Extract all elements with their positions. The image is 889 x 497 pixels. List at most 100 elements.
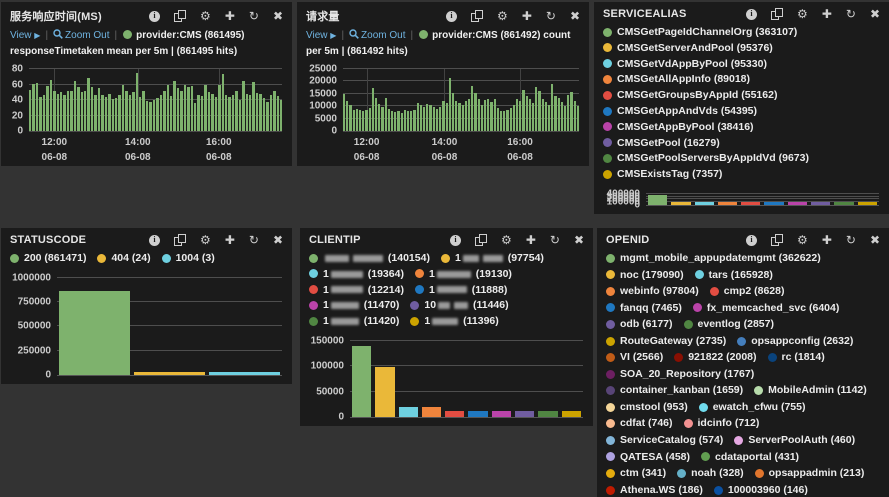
info-icon[interactable]: i: [746, 234, 758, 246]
legend-item[interactable]: CMSGetAppByPool (38416): [603, 120, 754, 134]
refresh-icon[interactable]: ↻: [549, 233, 560, 247]
legend-item[interactable]: 1004 (3): [161, 251, 215, 265]
legend-item[interactable]: CMSGetPageIdChannelOrg (363107): [603, 25, 797, 39]
gear-icon[interactable]: ⚙: [501, 233, 512, 247]
bar: [387, 109, 391, 131]
legend-item[interactable]: odb (6177): [606, 317, 673, 332]
legend-item[interactable]: 1 (12214): [309, 283, 404, 297]
legend-item[interactable]: CMSGetAllAppInfo (89018): [603, 72, 750, 86]
refresh-icon[interactable]: ↻: [248, 9, 259, 23]
close-icon[interactable]: ✖: [869, 7, 880, 21]
legend-item[interactable]: eventlog (2857): [683, 317, 774, 332]
move-icon[interactable]: ✚: [525, 233, 536, 247]
legend-item[interactable]: noc (179090): [606, 268, 684, 283]
legend-item[interactable]: container_kanban (1659): [606, 383, 743, 398]
close-icon[interactable]: ✖: [272, 9, 283, 23]
legend-item[interactable]: fanqq (7465): [606, 301, 682, 316]
view-link[interactable]: View ▶: [306, 30, 337, 41]
close-icon[interactable]: ✖: [869, 233, 880, 247]
legend-item[interactable]: 1 (11396): [410, 314, 499, 328]
duplicate-icon[interactable]: [475, 234, 488, 246]
gear-icon[interactable]: ⚙: [497, 9, 508, 23]
legend-item[interactable]: SOA_20_Repository (1767): [606, 367, 754, 382]
close-icon[interactable]: ✖: [569, 9, 580, 23]
move-icon[interactable]: ✚: [521, 9, 532, 23]
legend-item[interactable]: CMSGetAppAndVds (54395): [603, 104, 757, 118]
info-icon[interactable]: i: [149, 10, 161, 22]
duplicate-icon[interactable]: [174, 10, 187, 22]
legend-item[interactable]: 1 (11420): [309, 314, 399, 328]
legend-item[interactable]: QATESA (458): [606, 450, 690, 465]
legend-item[interactable]: cmp2 (8628): [709, 284, 784, 299]
bar: [94, 94, 97, 131]
legend-item[interactable]: cdfat (746): [606, 416, 673, 431]
gear-icon[interactable]: ⚙: [797, 7, 808, 21]
panel-request-count: 请求量 i ⚙ ✚ ↻ ✖ View ▶ | Zoom Out | provider:CMS (…: [297, 2, 589, 166]
legend-item[interactable]: ctm (341): [606, 466, 666, 481]
legend-item[interactable]: CMSGetPoolServersByAppIdVd (9673): [603, 151, 809, 165]
view-link[interactable]: View ▶: [10, 30, 41, 41]
query-legend-dot[interactable]: [123, 30, 133, 39]
duplicate-icon[interactable]: [471, 10, 484, 22]
legend-item[interactable]: CMSGetPool (16279): [603, 136, 720, 150]
refresh-icon[interactable]: ↻: [248, 233, 259, 247]
legend-item[interactable]: fx_memcached_svc (6404): [692, 301, 839, 316]
legend-item[interactable]: Athena.WS (186): [606, 483, 703, 497]
legend-item[interactable]: cdataportal (431): [701, 450, 799, 465]
info-icon[interactable]: i: [446, 10, 458, 22]
legend-item[interactable]: 404 (24): [97, 251, 151, 265]
legend-item[interactable]: CMSGetGroupsByAppId (55162): [603, 88, 777, 102]
legend-item[interactable]: 100003960 (146): [713, 483, 808, 497]
duplicate-icon[interactable]: [771, 234, 784, 246]
info-icon[interactable]: i: [450, 234, 462, 246]
move-icon[interactable]: ✚: [224, 9, 235, 23]
legend-item[interactable]: 10 (11446): [410, 298, 509, 312]
legend-item[interactable]: ServerPoolAuth (460): [734, 433, 855, 448]
refresh-icon[interactable]: ↻: [845, 233, 856, 247]
refresh-icon[interactable]: ↻: [545, 9, 556, 23]
legend-item[interactable]: MobileAdmin (1142): [754, 383, 867, 398]
query-legend-dot[interactable]: [419, 30, 429, 39]
legend-item[interactable]: cmstool (953): [606, 400, 688, 415]
legend-item[interactable]: rc (1814): [767, 350, 825, 365]
legend-item[interactable]: CMSGetServerAndPool (95376): [603, 41, 773, 55]
legend-item[interactable]: 1 (19130): [414, 267, 512, 281]
legend-item[interactable]: ServiceCatalog (574): [606, 433, 723, 448]
legend-item[interactable]: (140154): [309, 251, 430, 265]
legend-item[interactable]: CMSGetVdAppByPool (95330): [603, 57, 767, 71]
legend-item[interactable]: 1 (11888): [414, 283, 507, 297]
legend-item[interactable]: 1 (97754): [440, 251, 544, 265]
legend-item[interactable]: VI (2566): [606, 350, 663, 365]
legend-item[interactable]: tars (165928): [694, 268, 773, 283]
close-icon[interactable]: ✖: [272, 233, 283, 247]
zoom-out-link[interactable]: Zoom Out: [349, 29, 406, 41]
legend-item[interactable]: 1 (19364): [309, 267, 404, 281]
gear-icon[interactable]: ⚙: [797, 233, 808, 247]
legend-label: CMSGetPool (16279): [617, 136, 720, 149]
move-icon[interactable]: ✚: [821, 7, 832, 21]
move-icon[interactable]: ✚: [224, 233, 235, 247]
duplicate-icon[interactable]: [771, 8, 784, 20]
legend-item[interactable]: 1 (11470): [309, 298, 399, 312]
legend-item[interactable]: ewatch_cfwu (755): [698, 400, 805, 415]
gear-icon[interactable]: ⚙: [200, 233, 211, 247]
legend-item[interactable]: opsappadmin (213): [754, 466, 864, 481]
legend-item[interactable]: 921822 (2008): [674, 350, 757, 365]
duplicate-icon[interactable]: [174, 234, 187, 246]
close-icon[interactable]: ✖: [573, 233, 584, 247]
legend-item[interactable]: webinfo (97804): [606, 284, 699, 299]
info-icon[interactable]: i: [746, 8, 758, 20]
move-icon[interactable]: ✚: [821, 233, 832, 247]
zoom-out-link[interactable]: Zoom Out: [53, 29, 110, 41]
legend-item[interactable]: idcinfo (712): [683, 416, 759, 431]
legend-item[interactable]: 200 (861471): [10, 251, 86, 265]
legend-item[interactable]: RouteGateway (2735): [606, 334, 726, 349]
legend-item[interactable]: mgmt_mobile_appupdatemgmt (362622): [606, 251, 821, 266]
query-label: provider:CMS (861495): [136, 30, 245, 41]
gear-icon[interactable]: ⚙: [200, 9, 211, 23]
legend-item[interactable]: CMSExistsTag (7357): [603, 167, 722, 181]
legend-item[interactable]: noah (328): [677, 466, 744, 481]
legend-item[interactable]: opsappconfig (2632): [737, 334, 853, 349]
info-icon[interactable]: i: [149, 234, 161, 246]
refresh-icon[interactable]: ↻: [845, 7, 856, 21]
